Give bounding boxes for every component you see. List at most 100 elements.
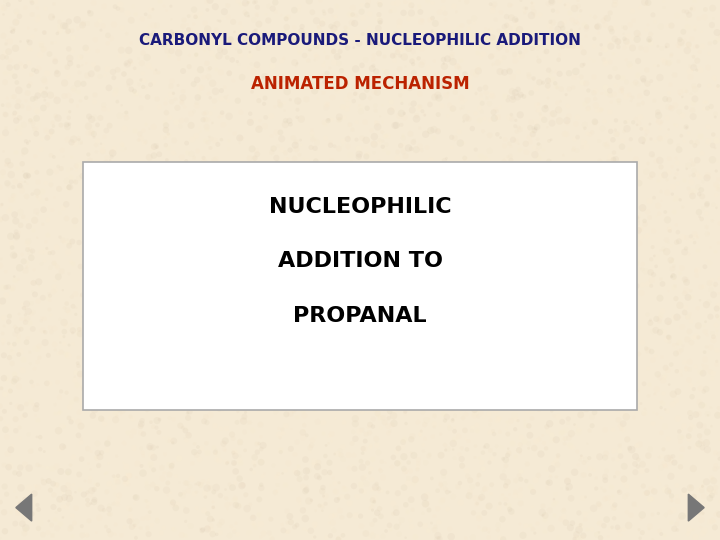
Point <box>392 29 403 37</box>
Point <box>402 299 414 307</box>
Point <box>235 437 246 446</box>
Point <box>299 166 310 175</box>
Point <box>415 323 427 332</box>
Point <box>179 434 191 443</box>
Point <box>523 439 534 448</box>
Point <box>418 110 430 118</box>
Point <box>234 501 246 510</box>
Point <box>310 166 322 175</box>
Point <box>112 471 124 480</box>
Point <box>83 150 94 159</box>
Point <box>234 438 246 447</box>
Point <box>499 23 510 31</box>
Point <box>75 138 86 146</box>
Point <box>675 437 686 446</box>
Point <box>338 260 350 268</box>
Point <box>145 376 157 385</box>
Point <box>203 301 215 309</box>
Point <box>678 422 690 430</box>
Point <box>505 361 516 369</box>
Point <box>580 247 591 255</box>
Point <box>126 265 138 273</box>
Point <box>19 3 31 12</box>
Point <box>505 379 516 387</box>
Point <box>53 162 64 171</box>
Point <box>381 277 392 286</box>
Point <box>233 356 244 365</box>
Point <box>57 286 68 294</box>
Point <box>474 104 485 112</box>
Point <box>359 444 370 453</box>
Point <box>662 215 673 224</box>
Point <box>73 161 84 170</box>
Point <box>243 345 255 353</box>
Point <box>505 142 517 151</box>
Point <box>89 91 101 99</box>
Point <box>161 121 172 130</box>
Point <box>683 432 695 441</box>
Point <box>507 439 518 448</box>
Point <box>150 384 161 393</box>
Point <box>276 57 287 65</box>
Point <box>379 404 391 413</box>
Point <box>698 401 710 410</box>
Point <box>66 511 78 520</box>
Point <box>491 442 503 451</box>
Point <box>45 328 57 336</box>
Point <box>704 518 716 526</box>
Point <box>546 0 557 5</box>
Point <box>451 360 463 369</box>
Point <box>282 507 293 515</box>
Point <box>670 281 681 290</box>
Point <box>424 30 436 38</box>
Point <box>380 289 392 298</box>
Point <box>564 523 576 532</box>
Point <box>664 154 675 163</box>
Point <box>567 318 578 326</box>
Point <box>621 394 632 402</box>
Point <box>440 318 451 327</box>
Point <box>178 325 189 333</box>
Point <box>521 4 532 12</box>
Point <box>89 400 101 409</box>
Point <box>546 68 557 76</box>
Point <box>278 402 289 410</box>
Point <box>145 80 156 89</box>
Point <box>91 64 103 73</box>
Point <box>362 150 374 159</box>
Point <box>372 409 383 417</box>
Point <box>438 59 449 68</box>
Point <box>199 331 210 340</box>
Point <box>500 24 512 33</box>
Point <box>273 424 284 433</box>
Point <box>202 384 214 393</box>
Point <box>66 97 77 105</box>
Point <box>526 0 538 8</box>
Point <box>450 195 462 204</box>
Point <box>5 446 17 454</box>
Point <box>671 238 683 247</box>
Point <box>590 200 601 208</box>
Point <box>154 375 166 384</box>
Point <box>357 247 369 256</box>
Point <box>15 483 27 492</box>
Point <box>647 152 659 160</box>
Point <box>88 130 99 138</box>
Point <box>426 519 437 528</box>
Point <box>392 48 403 57</box>
Point <box>155 326 166 334</box>
Point <box>100 350 112 359</box>
Point <box>13 382 24 391</box>
Point <box>381 329 392 338</box>
Point <box>128 202 140 211</box>
Point <box>480 351 492 360</box>
Point <box>204 261 216 269</box>
Point <box>31 125 42 133</box>
Point <box>81 531 92 539</box>
Point <box>537 431 549 440</box>
Point <box>590 484 602 493</box>
Point <box>165 488 176 497</box>
Point <box>683 525 695 534</box>
Point <box>662 176 673 184</box>
Point <box>566 188 577 197</box>
